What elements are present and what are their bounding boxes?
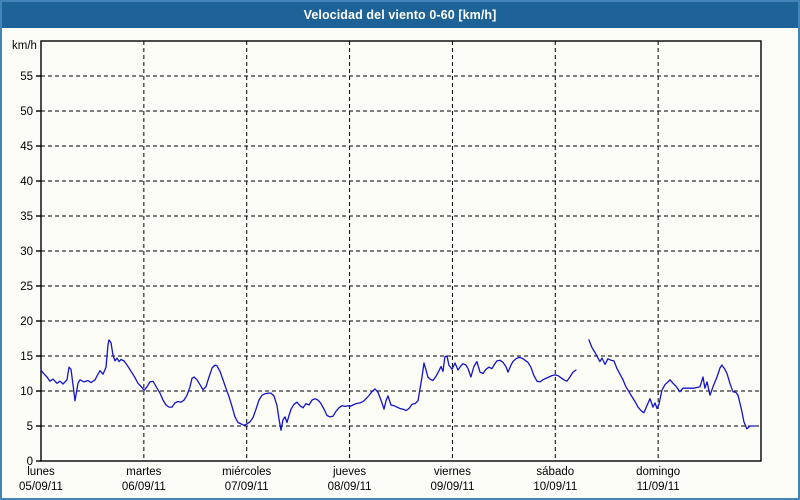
x-day-label: viernes [434,466,471,478]
wind-speed-chart: 0 5 10 15 20 25 30 35 40 45 50 55 km/h lunes 05/09/11 m… [2,28,798,498]
y-tick-labels: 0 5 10 15 20 25 30 35 40 45 50 55 [20,71,33,468]
svg-text:15: 15 [20,351,33,363]
x-date-label: 05/09/11 [19,481,63,493]
svg-text:10: 10 [20,386,33,398]
x-date-label: 10/09/11 [533,481,577,493]
x-day-label: lunes [27,466,55,478]
x-day-label: sábado [536,466,574,478]
svg-text:35: 35 [20,211,33,223]
svg-text:55: 55 [20,71,33,83]
svg-text:50: 50 [20,106,33,118]
axis-frame [36,40,762,462]
chart-title: Velocidad del viento 0-60 [km/h] [303,8,497,22]
grid-lines [41,41,761,461]
svg-text:40: 40 [20,176,33,188]
svg-text:30: 30 [20,246,33,258]
svg-text:0: 0 [27,456,33,468]
chart-svg: 0 5 10 15 20 25 30 35 40 45 50 55 km/h lunes 05/09/11 m… [12,40,762,493]
y-axis-unit-label: km/h [12,40,37,52]
svg-text:25: 25 [20,281,33,293]
wind-speed-line [40,339,756,431]
svg-text:5: 5 [27,421,33,433]
x-date-label: 09/09/11 [430,481,474,493]
x-axis-labels: lunes 05/09/11 martes 06/09/11 miércoles 07/0… [19,466,680,493]
x-day-label: domingo [636,466,680,478]
chart-title-bar: Velocidad del viento 0-60 [km/h] [2,2,798,28]
x-day-label: martes [126,466,161,478]
x-date-label: 06/09/11 [122,481,166,493]
x-date-label: 08/09/11 [328,481,372,493]
svg-text:20: 20 [20,316,33,328]
x-date-label: 07/09/11 [225,481,269,493]
x-day-label: jueves [332,466,366,478]
svg-text:45: 45 [20,141,33,153]
x-date-label: 11/09/11 [637,481,680,493]
x-day-label: miércoles [222,466,271,478]
